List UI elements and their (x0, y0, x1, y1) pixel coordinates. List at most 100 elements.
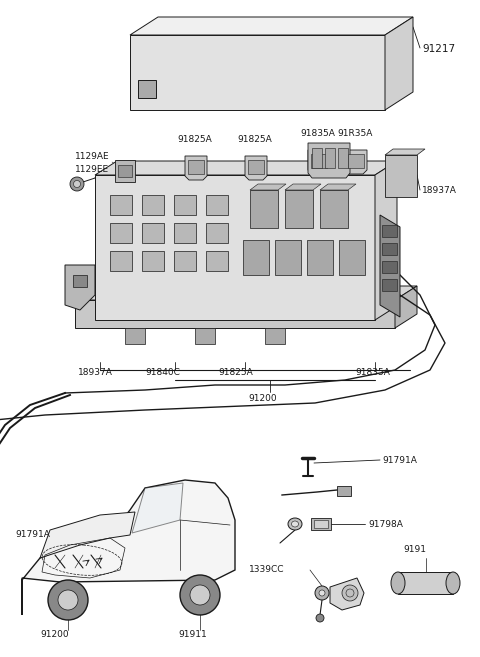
Text: 91R35A: 91R35A (337, 129, 372, 138)
Bar (188, 160, 204, 174)
Circle shape (70, 177, 84, 191)
Text: 91217: 91217 (422, 44, 455, 54)
Polygon shape (130, 35, 385, 110)
Ellipse shape (446, 572, 460, 594)
Bar (110, 195, 132, 215)
Text: 91798A: 91798A (368, 520, 403, 529)
Bar (174, 251, 196, 271)
Bar (142, 251, 164, 271)
Bar (382, 261, 397, 273)
Polygon shape (130, 17, 413, 35)
Text: 18937A: 18937A (78, 368, 113, 377)
Polygon shape (395, 286, 417, 328)
Bar (307, 240, 333, 275)
Bar (337, 486, 351, 496)
Polygon shape (22, 480, 235, 615)
Bar (206, 195, 228, 215)
Bar (138, 80, 156, 98)
Text: 91791A: 91791A (382, 456, 417, 465)
Bar (311, 518, 331, 530)
Text: 91835A: 91835A (355, 368, 390, 377)
Bar (118, 165, 132, 177)
Polygon shape (320, 184, 356, 190)
Text: 91840C: 91840C (145, 368, 180, 377)
Bar (285, 190, 313, 228)
Circle shape (48, 580, 88, 620)
Bar (110, 223, 132, 243)
Text: 1339CC: 1339CC (249, 565, 284, 574)
Text: 91911: 91911 (178, 630, 207, 639)
Bar (174, 195, 196, 215)
Circle shape (180, 575, 220, 615)
Bar (248, 160, 264, 174)
Bar (320, 190, 348, 228)
Polygon shape (95, 161, 397, 175)
Bar (142, 195, 164, 215)
Polygon shape (250, 184, 286, 190)
Bar (110, 251, 132, 271)
Polygon shape (380, 215, 400, 317)
Bar (243, 240, 269, 275)
Polygon shape (132, 483, 183, 533)
Bar (325, 148, 335, 168)
Bar (275, 240, 301, 275)
Bar (195, 328, 215, 344)
Ellipse shape (291, 521, 299, 527)
Text: 91791A: 91791A (15, 530, 50, 539)
Polygon shape (330, 578, 364, 610)
Bar (398, 572, 453, 594)
Polygon shape (75, 286, 417, 300)
Polygon shape (385, 149, 425, 155)
Bar (174, 223, 196, 243)
Polygon shape (40, 512, 135, 558)
Text: 1129EE: 1129EE (75, 165, 109, 174)
Bar (115, 160, 135, 182)
Polygon shape (75, 300, 395, 328)
Text: 91825A: 91825A (237, 135, 272, 144)
Bar (339, 240, 365, 275)
Bar (142, 223, 164, 243)
Polygon shape (385, 17, 413, 110)
Circle shape (58, 590, 78, 610)
Circle shape (73, 181, 81, 187)
Ellipse shape (391, 572, 405, 594)
Text: 91200: 91200 (40, 630, 69, 639)
Ellipse shape (288, 518, 302, 530)
Polygon shape (345, 150, 367, 174)
Polygon shape (385, 155, 417, 197)
Polygon shape (308, 143, 350, 178)
Bar (73, 275, 87, 287)
Bar (314, 520, 328, 528)
Polygon shape (245, 156, 267, 180)
Circle shape (342, 585, 358, 601)
Bar (265, 328, 285, 344)
Circle shape (190, 585, 210, 605)
Polygon shape (185, 156, 207, 180)
Text: 91825A: 91825A (218, 368, 253, 377)
Bar (382, 279, 397, 291)
Text: 91825A: 91825A (177, 135, 212, 144)
Circle shape (316, 614, 324, 622)
Polygon shape (65, 265, 95, 310)
Text: 1129AE: 1129AE (75, 152, 109, 161)
Bar (311, 154, 327, 168)
Bar (206, 223, 228, 243)
Circle shape (319, 590, 325, 596)
Bar (250, 190, 278, 228)
Bar (382, 225, 397, 237)
Circle shape (315, 586, 329, 600)
Text: 9191: 9191 (403, 545, 426, 554)
Text: 91200: 91200 (248, 394, 276, 403)
Text: 91835A: 91835A (300, 129, 335, 138)
Bar (338, 148, 348, 168)
Text: 18937A: 18937A (422, 186, 457, 195)
Bar (206, 251, 228, 271)
Bar (348, 154, 364, 168)
Bar (125, 328, 145, 344)
Bar (382, 243, 397, 255)
Polygon shape (285, 184, 321, 190)
Polygon shape (375, 161, 397, 320)
Polygon shape (95, 175, 375, 320)
Bar (312, 148, 322, 168)
Polygon shape (308, 150, 330, 174)
